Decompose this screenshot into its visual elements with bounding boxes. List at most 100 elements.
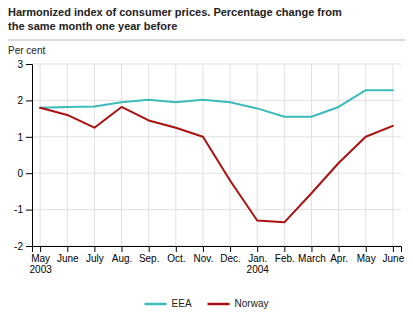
x-tick-mark (393, 246, 394, 252)
x-tick: July (86, 246, 104, 264)
legend-swatch (145, 303, 167, 306)
x-tick: May2003 (30, 246, 53, 275)
x-tick-label-line: Feb. (275, 253, 295, 264)
y-tick-mark (26, 210, 32, 211)
x-tick-label-line: Sep. (139, 253, 160, 264)
title-line: the same month one year before (8, 20, 177, 32)
x-tick-label: May2003 (30, 253, 53, 275)
x-tick-mark (257, 246, 258, 252)
grid-line-y (32, 136, 401, 137)
y-tick-label: 2 (17, 95, 23, 106)
x-tick-label-line: Jan. (248, 253, 267, 264)
x-tick-mark (366, 246, 367, 252)
grid-line-y (32, 173, 401, 174)
x-tick: Feb. (275, 246, 295, 264)
x-tick-label-line: Apr. (330, 253, 348, 264)
x-tick: Dec. (220, 246, 241, 264)
x-tick-label: Aug. (112, 253, 133, 264)
x-tick-label-line: Dec. (220, 253, 241, 264)
x-tick-mark (203, 246, 204, 252)
x-tick-mark (339, 246, 340, 252)
legend-label: EEA (172, 298, 192, 309)
legend-item: Norway (208, 298, 269, 309)
x-tick-label: June (383, 253, 405, 264)
grid (32, 64, 401, 246)
x-tick: May (357, 246, 376, 264)
x-tick-label-line: 2003 (30, 264, 53, 275)
y-tick: 0 (17, 168, 32, 179)
x-tick: Jan.2004 (247, 246, 270, 275)
grid-line-x (311, 64, 312, 246)
line-series (40, 107, 393, 222)
y-tick: 3 (17, 59, 32, 70)
x-tick: Sep. (139, 246, 160, 264)
x-tick-mark (40, 246, 41, 252)
y-tick-mark (26, 137, 32, 138)
y-tick-mark (26, 100, 32, 101)
plot-area: -2-10123May2003JuneJulyAug.Sep.Oct.Nov.D… (14, 59, 405, 275)
x-tick-label: June (57, 253, 79, 264)
chart: Harmonized index of consumer prices. Per… (0, 0, 413, 316)
legend-label: Norway (235, 298, 269, 309)
x-tick: Apr. (330, 246, 348, 264)
grid-line-x (202, 64, 203, 246)
x-tick-mark (230, 246, 231, 252)
y-tick: 1 (17, 132, 32, 143)
grid-line-x (67, 64, 68, 246)
x-tick: Aug. (112, 246, 133, 264)
y-tick-label: -1 (14, 204, 23, 215)
x-tick-label-line: May (31, 253, 50, 264)
x-tick-label: Dec. (220, 253, 241, 264)
y-axis-line (26, 65, 33, 247)
x-tick-label-line: June (57, 253, 79, 264)
legend: EEA Norway (145, 298, 269, 309)
grid-line-x (94, 64, 95, 246)
x-tick: Nov. (194, 246, 214, 264)
legend-swatch (208, 303, 230, 306)
x-tick-mark (284, 246, 285, 252)
x-axis-line (33, 247, 402, 253)
x-tick-label: Apr. (330, 253, 348, 264)
x-tick-mark (94, 246, 95, 252)
x-tick: June (383, 246, 405, 264)
y-tick-label: -2 (14, 241, 23, 252)
line-series (40, 90, 393, 117)
x-tick: June (57, 246, 79, 264)
x-tick: Oct. (167, 246, 185, 264)
x-tick-mark (67, 246, 68, 252)
x-tick-label: May (357, 253, 376, 264)
x-tick-label-line: Oct. (167, 253, 185, 264)
x-tick-label: July (86, 253, 104, 264)
grid-line-x (338, 64, 339, 246)
grid-line-x (40, 64, 41, 246)
x-tick-label-line: June (383, 253, 405, 264)
y-tick-label: 1 (17, 132, 23, 143)
grid-line-x (148, 64, 149, 246)
title: Harmonized index of consumer prices. Per… (8, 6, 342, 32)
x-tick-label: Feb. (275, 253, 295, 264)
x-tick-mark (122, 246, 123, 252)
y-tick: -1 (14, 204, 32, 215)
x-tick-label: Sep. (139, 253, 160, 264)
y-tick: -2 (14, 241, 32, 252)
x-tick: March (298, 246, 326, 264)
y-tick-mark (26, 173, 32, 174)
x-tick-label: March (298, 253, 326, 264)
x-tick-label-line: May (357, 253, 376, 264)
x-axis: May2003JuneJulyAug.Sep.Oct.Nov.Dec.Jan.2… (30, 246, 405, 275)
title-line: Harmonized index of consumer prices. Per… (8, 6, 342, 18)
y-tick-label: 0 (17, 168, 23, 179)
grid-line-y (32, 64, 401, 65)
grid-line-x (230, 64, 231, 246)
x-tick-label: Oct. (167, 253, 185, 264)
y-axis: -2 -1 0 1 2 3 (14, 59, 32, 252)
x-tick-label: Jan.2004 (247, 253, 270, 275)
grid-line-x (284, 64, 285, 246)
grid-line-y (32, 209, 401, 210)
x-tick-label-line: 2004 (247, 264, 270, 275)
x-tick-mark (176, 246, 177, 252)
lines (40, 90, 393, 222)
legend-item: EEA (145, 298, 192, 309)
grid-line-x (121, 64, 122, 246)
y-tick-mark (26, 246, 32, 247)
